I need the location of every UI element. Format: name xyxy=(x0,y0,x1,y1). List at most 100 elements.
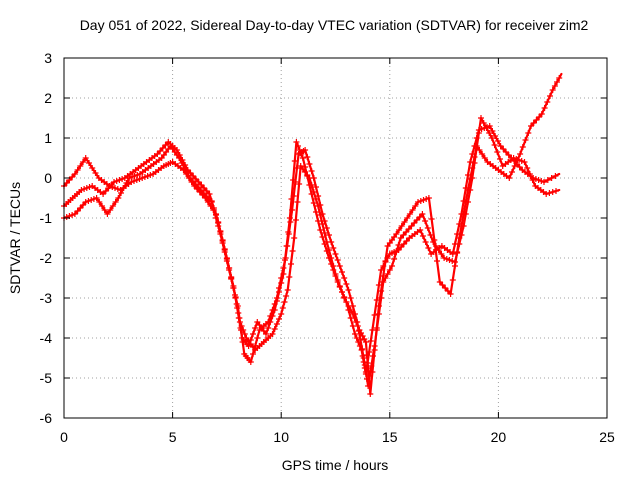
data-point xyxy=(544,177,551,183)
data-point xyxy=(113,178,120,184)
data-point xyxy=(233,301,240,307)
data-point xyxy=(136,176,143,182)
data-point xyxy=(215,220,222,226)
data-point xyxy=(428,216,435,222)
data-point xyxy=(465,187,471,193)
y-axis-label: SDTVAR / TECUs xyxy=(7,182,23,294)
data-point xyxy=(456,235,463,241)
data-point xyxy=(191,183,198,189)
data-point xyxy=(406,211,413,217)
y-tick-label: -3 xyxy=(40,290,53,306)
data-point xyxy=(278,311,285,317)
data-point xyxy=(154,151,161,157)
data-point xyxy=(131,178,137,184)
data-point xyxy=(269,331,276,337)
data-point xyxy=(546,190,553,196)
data-point xyxy=(290,177,297,183)
data-point xyxy=(473,143,480,149)
data-point xyxy=(532,176,539,182)
data-point xyxy=(460,211,467,217)
data-point xyxy=(313,184,319,190)
data-point xyxy=(100,191,107,197)
data-point xyxy=(436,279,443,285)
data-point xyxy=(238,323,245,329)
data-point xyxy=(500,146,507,152)
data-point xyxy=(349,311,356,317)
data-point xyxy=(358,347,365,353)
data-point xyxy=(347,307,354,313)
data-point xyxy=(382,258,389,264)
data-point xyxy=(308,168,315,174)
data-point xyxy=(99,203,105,209)
data-point xyxy=(128,179,135,185)
data-point xyxy=(528,123,534,129)
data-point xyxy=(389,263,395,269)
y-tick-label: -1 xyxy=(40,210,53,226)
data-point xyxy=(295,143,301,149)
data-point xyxy=(449,277,456,283)
data-point xyxy=(317,212,324,218)
data-point xyxy=(411,220,418,226)
data-point xyxy=(371,312,378,318)
data-point xyxy=(119,176,126,182)
data-point xyxy=(271,326,278,332)
data-point xyxy=(419,233,426,239)
data-point xyxy=(278,280,285,286)
data-point xyxy=(444,288,451,294)
data-point xyxy=(288,196,295,202)
data-point xyxy=(228,274,235,280)
data-point xyxy=(111,179,117,185)
data-point xyxy=(280,271,287,277)
data-point xyxy=(162,142,169,148)
data-point xyxy=(339,269,345,275)
data-point xyxy=(204,199,211,205)
data-point xyxy=(289,248,296,254)
data-point xyxy=(518,158,525,164)
data-point xyxy=(310,200,317,206)
data-point xyxy=(533,117,540,123)
data-point xyxy=(441,255,448,261)
data-point xyxy=(96,199,103,205)
data-point xyxy=(192,176,199,182)
data-point xyxy=(541,105,548,111)
data-point xyxy=(416,214,423,220)
data-point xyxy=(438,251,445,257)
data-point xyxy=(473,135,480,141)
data-point xyxy=(321,230,328,236)
x-tick-label: 20 xyxy=(491,429,507,445)
y-tick-label: -5 xyxy=(40,370,53,386)
data-point xyxy=(230,283,237,289)
data-point xyxy=(336,263,343,269)
data-point xyxy=(109,184,116,190)
data-point xyxy=(391,256,398,262)
data-point xyxy=(347,295,354,301)
data-point xyxy=(276,289,282,295)
data-point xyxy=(180,167,187,173)
data-point xyxy=(139,175,146,181)
data-point xyxy=(353,319,360,325)
data-point xyxy=(469,165,476,171)
data-point xyxy=(423,196,430,202)
data-point xyxy=(104,211,111,217)
data-point xyxy=(306,161,313,167)
data-point xyxy=(371,347,378,353)
data-point xyxy=(267,319,274,325)
data-point xyxy=(69,212,76,218)
data-point xyxy=(488,135,495,141)
x-tick-label: 25 xyxy=(599,429,615,445)
data-point xyxy=(86,184,93,190)
data-point xyxy=(217,229,224,235)
data-point xyxy=(356,343,363,349)
y-tick-label: -6 xyxy=(40,410,53,426)
data-point xyxy=(80,202,86,208)
data-point xyxy=(298,151,305,157)
x-tick-label: 15 xyxy=(382,429,398,445)
data-point xyxy=(398,244,405,250)
data-point xyxy=(367,338,374,344)
data-point xyxy=(412,203,419,209)
data-point xyxy=(544,99,551,105)
data-point xyxy=(328,255,335,261)
data-point xyxy=(486,130,493,136)
data-point xyxy=(71,171,78,177)
data-point xyxy=(494,149,501,155)
